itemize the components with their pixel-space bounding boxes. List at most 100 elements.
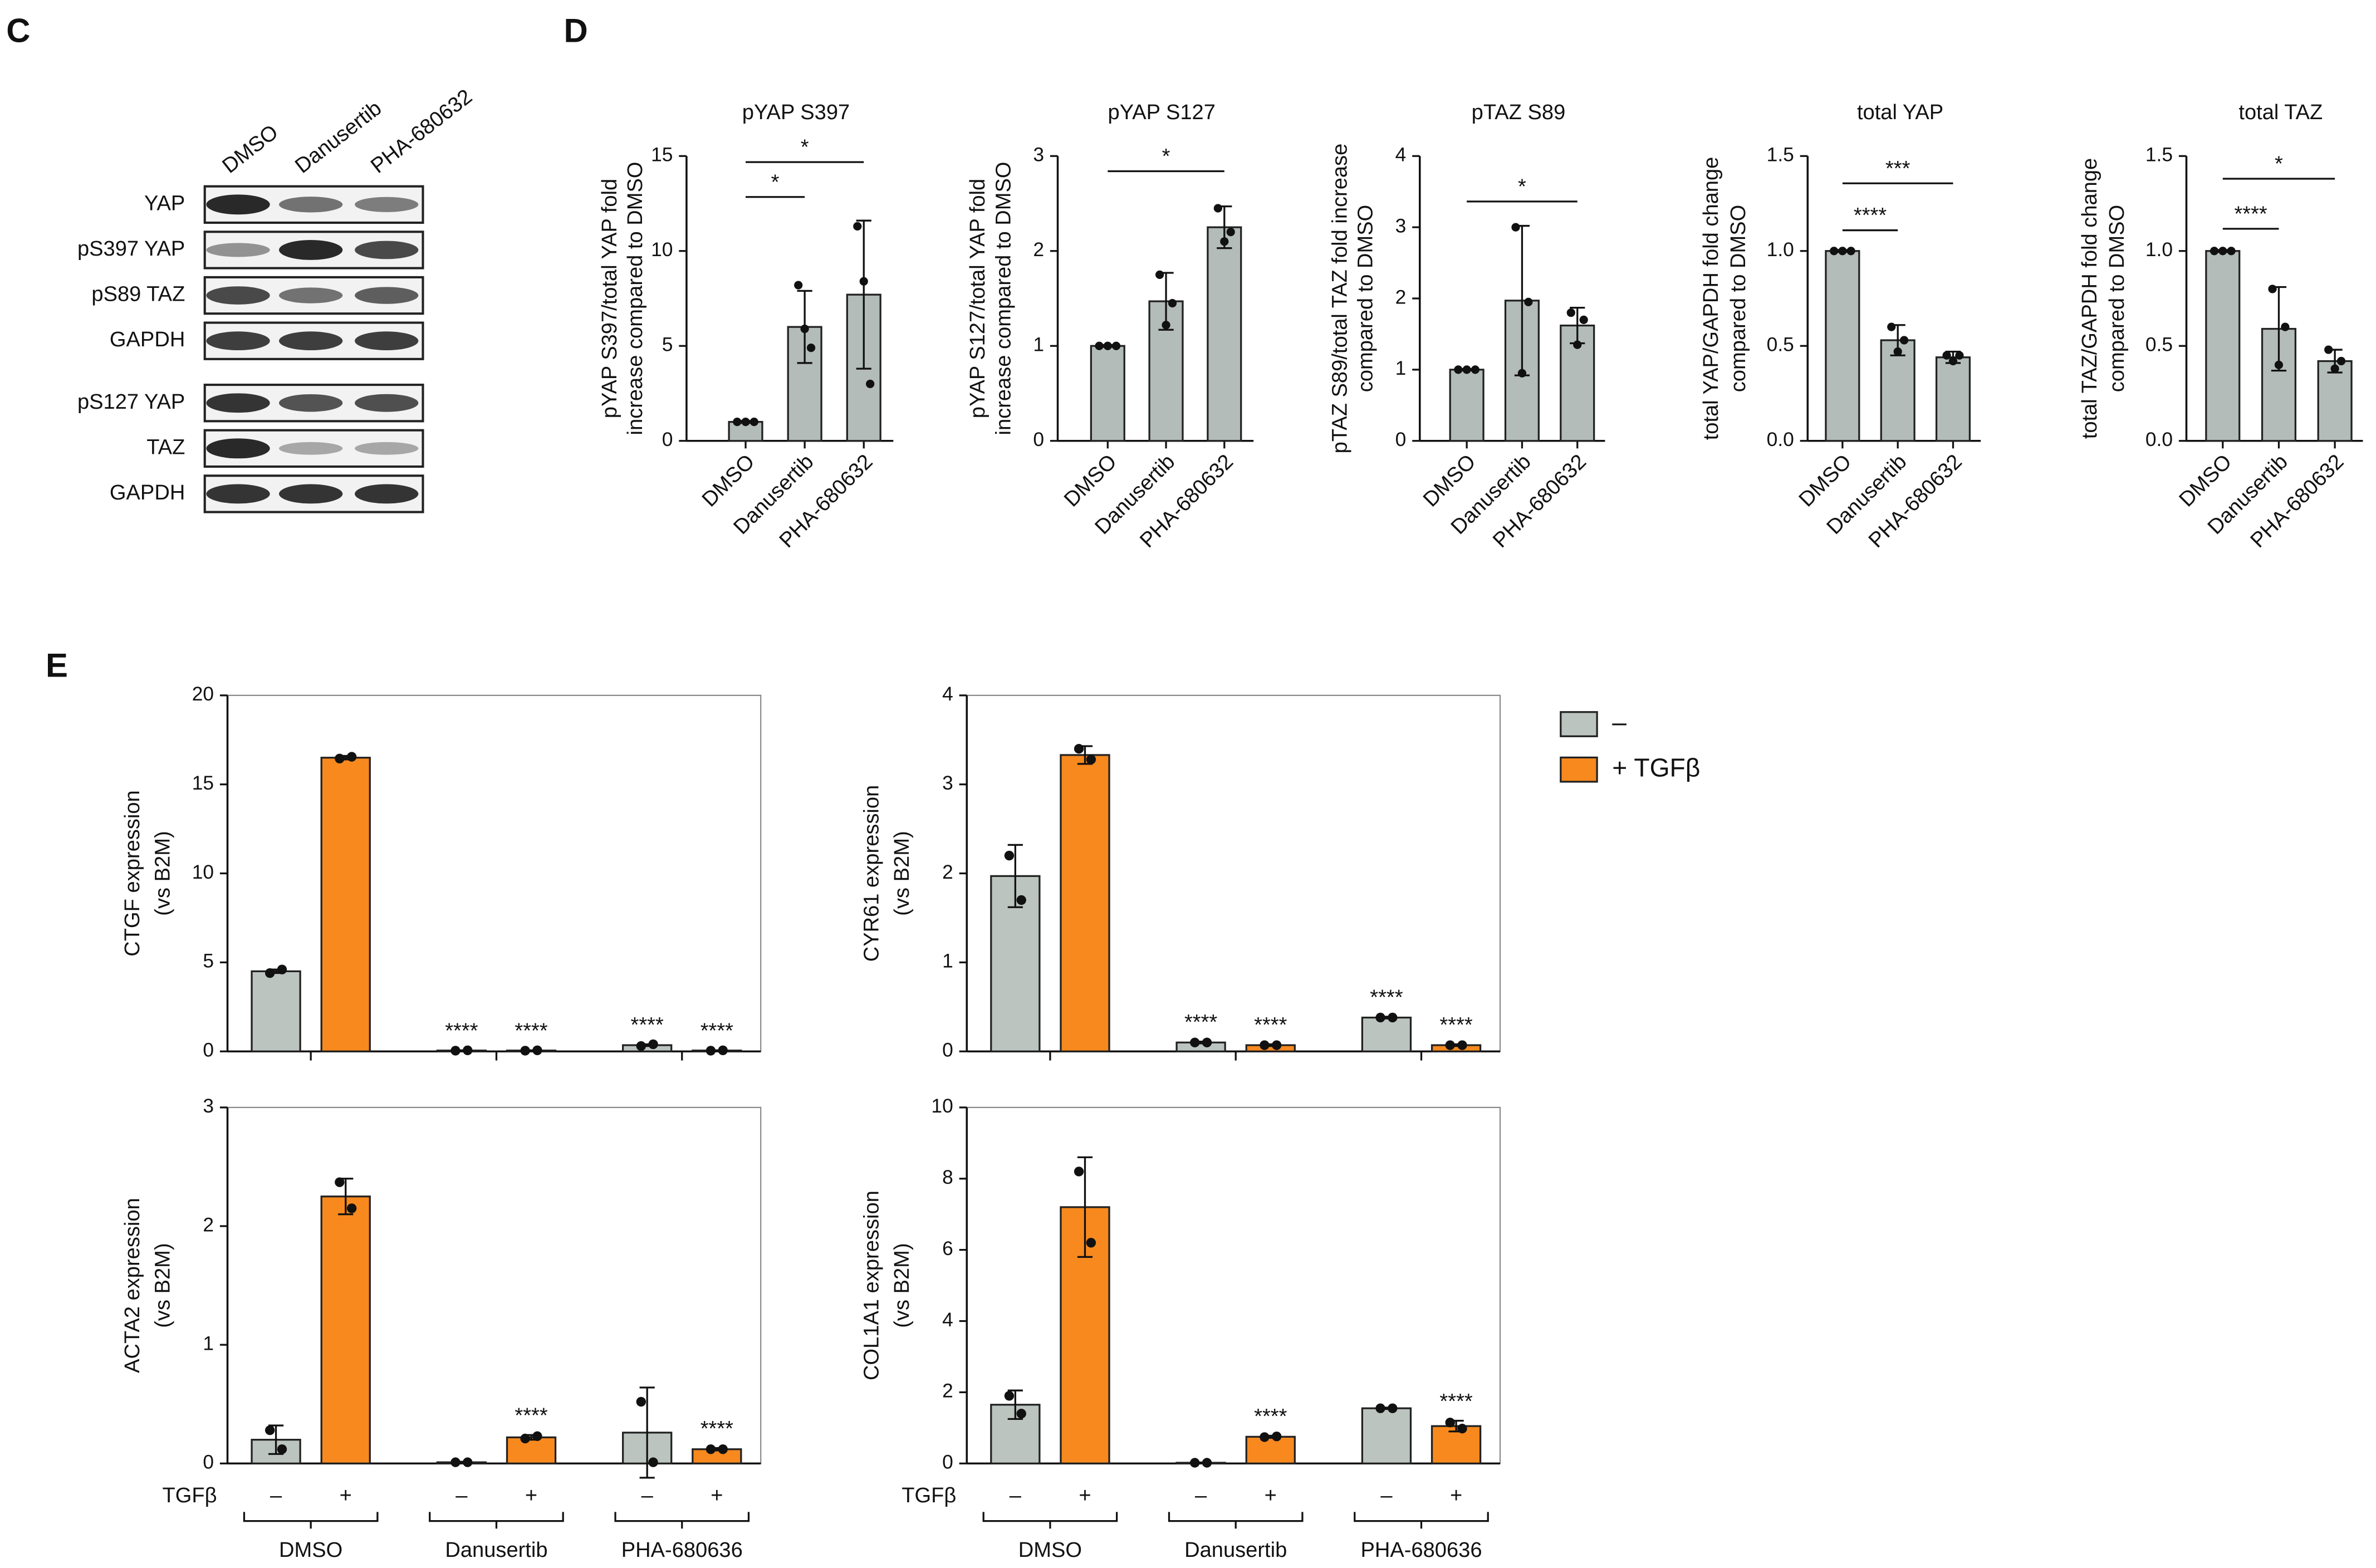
data-point (733, 418, 742, 427)
data-point (346, 1203, 357, 1213)
significance-label: **** (1184, 1011, 1217, 1034)
y-tick-label: 4 (942, 683, 953, 705)
data-point (1511, 223, 1520, 232)
data-point (1168, 298, 1177, 308)
data-point (1462, 365, 1471, 374)
data-point (749, 418, 758, 427)
x-axis-label: TGFβ (902, 1484, 956, 1507)
data-point (1524, 297, 1533, 307)
bar (1245, 1435, 1296, 1464)
data-point (648, 1457, 658, 1467)
y-axis-label: ACTA2 expression (121, 1198, 144, 1373)
group-label: PHA-680636 (1360, 1538, 1482, 1562)
data-point (1226, 228, 1235, 237)
bar (1090, 345, 1125, 442)
x-tick-label: – (270, 1484, 282, 1507)
group-bracket (614, 1512, 750, 1529)
data-point (806, 344, 816, 352)
x-tick-label: – (1195, 1484, 1207, 1507)
y-tick-label: 1 (1033, 334, 1044, 356)
y-tick-label: 8 (942, 1167, 953, 1188)
y-axis-label: total TAZ/GAPDH fold change (2078, 158, 2101, 439)
data-point (2281, 322, 2290, 331)
y-tick-label: 0 (942, 1040, 953, 1061)
group-label: DMSO (279, 1538, 342, 1562)
bar (1361, 1407, 1412, 1464)
significance-label: **** (700, 1417, 733, 1440)
data-point (1579, 315, 1588, 324)
data-point (1004, 1391, 1015, 1401)
group-bracket (1354, 1512, 1489, 1529)
data-point (1095, 341, 1104, 350)
y-tick-label: 0 (1033, 429, 1044, 450)
data-point (2336, 356, 2346, 366)
y-tick-label: 3 (942, 772, 953, 794)
data-point (2268, 285, 2277, 293)
significance-label: **** (1439, 1013, 1472, 1037)
bar (1449, 369, 1485, 442)
y-axis-label: pTAZ S89/total TAZ fold increase (1328, 144, 1351, 454)
data-point (1111, 341, 1121, 350)
data-point (1955, 351, 1964, 360)
data-point (1103, 341, 1112, 350)
data-point (706, 1046, 716, 1056)
blot-band (355, 484, 419, 504)
significance-label: **** (445, 1020, 478, 1043)
data-point (2324, 345, 2333, 354)
data-point (1375, 1403, 1385, 1413)
group-bracket (982, 1512, 1118, 1529)
data-point (2218, 247, 2227, 256)
legend-swatch (1560, 756, 1598, 783)
y-tick-label: 0 (203, 1040, 214, 1061)
y-tick-label: 2 (1395, 286, 1407, 308)
y-tick-label: 20 (192, 683, 214, 705)
data-point (741, 418, 750, 427)
blot-band (355, 442, 419, 455)
blot-row-label: YAP (144, 192, 185, 215)
y-tick-label: 10 (931, 1095, 953, 1117)
data-point (1016, 895, 1026, 905)
x-tick-label: – (641, 1484, 654, 1507)
x-tick-label: + (711, 1484, 723, 1507)
data-point (1388, 1403, 1398, 1413)
y-axis-label: increase compared to DMSO (992, 162, 1015, 435)
blot-band (206, 286, 270, 305)
data-point (636, 1396, 646, 1407)
group-bracket (1168, 1512, 1304, 1529)
y-axis-label: compared to DMSO (1354, 205, 1378, 392)
data-point (520, 1433, 530, 1444)
data-point (463, 1045, 473, 1056)
y-tick-label: 1.5 (1767, 144, 1794, 166)
y-axis-label: (vs B2M) (890, 1243, 914, 1327)
data-point (1375, 1012, 1385, 1023)
blot-band (206, 194, 270, 215)
data-point (718, 1045, 728, 1056)
data-point (1457, 1423, 1467, 1434)
data-point (1445, 1418, 1455, 1428)
chart-title: total TAZ (2238, 101, 2323, 124)
significance-label: **** (1439, 1390, 1472, 1413)
blot-band (355, 287, 419, 304)
bar (1060, 754, 1110, 1052)
y-tick-label: 15 (192, 772, 214, 794)
data-point (866, 379, 875, 389)
data-point (1162, 321, 1170, 330)
data-point (335, 1177, 345, 1187)
y-tick-label: 2 (203, 1214, 214, 1236)
blot-band (206, 331, 270, 351)
data-point (706, 1444, 716, 1454)
data-point (1887, 322, 1896, 331)
significance-label: *** (1885, 157, 1910, 180)
y-tick-label: 0.0 (1767, 429, 1794, 450)
data-point (1454, 365, 1463, 374)
x-tick-label: + (1265, 1484, 1277, 1507)
y-tick-label: 2 (942, 1380, 953, 1402)
y-tick-label: 1.0 (1767, 239, 1794, 261)
data-point (1457, 1040, 1467, 1050)
blot-band (279, 239, 343, 260)
y-tick-label: 10 (192, 861, 214, 883)
data-point (2227, 247, 2236, 256)
data-point (1213, 204, 1222, 213)
x-axis-label: TGFβ (162, 1484, 217, 1507)
blot-band (279, 197, 343, 213)
